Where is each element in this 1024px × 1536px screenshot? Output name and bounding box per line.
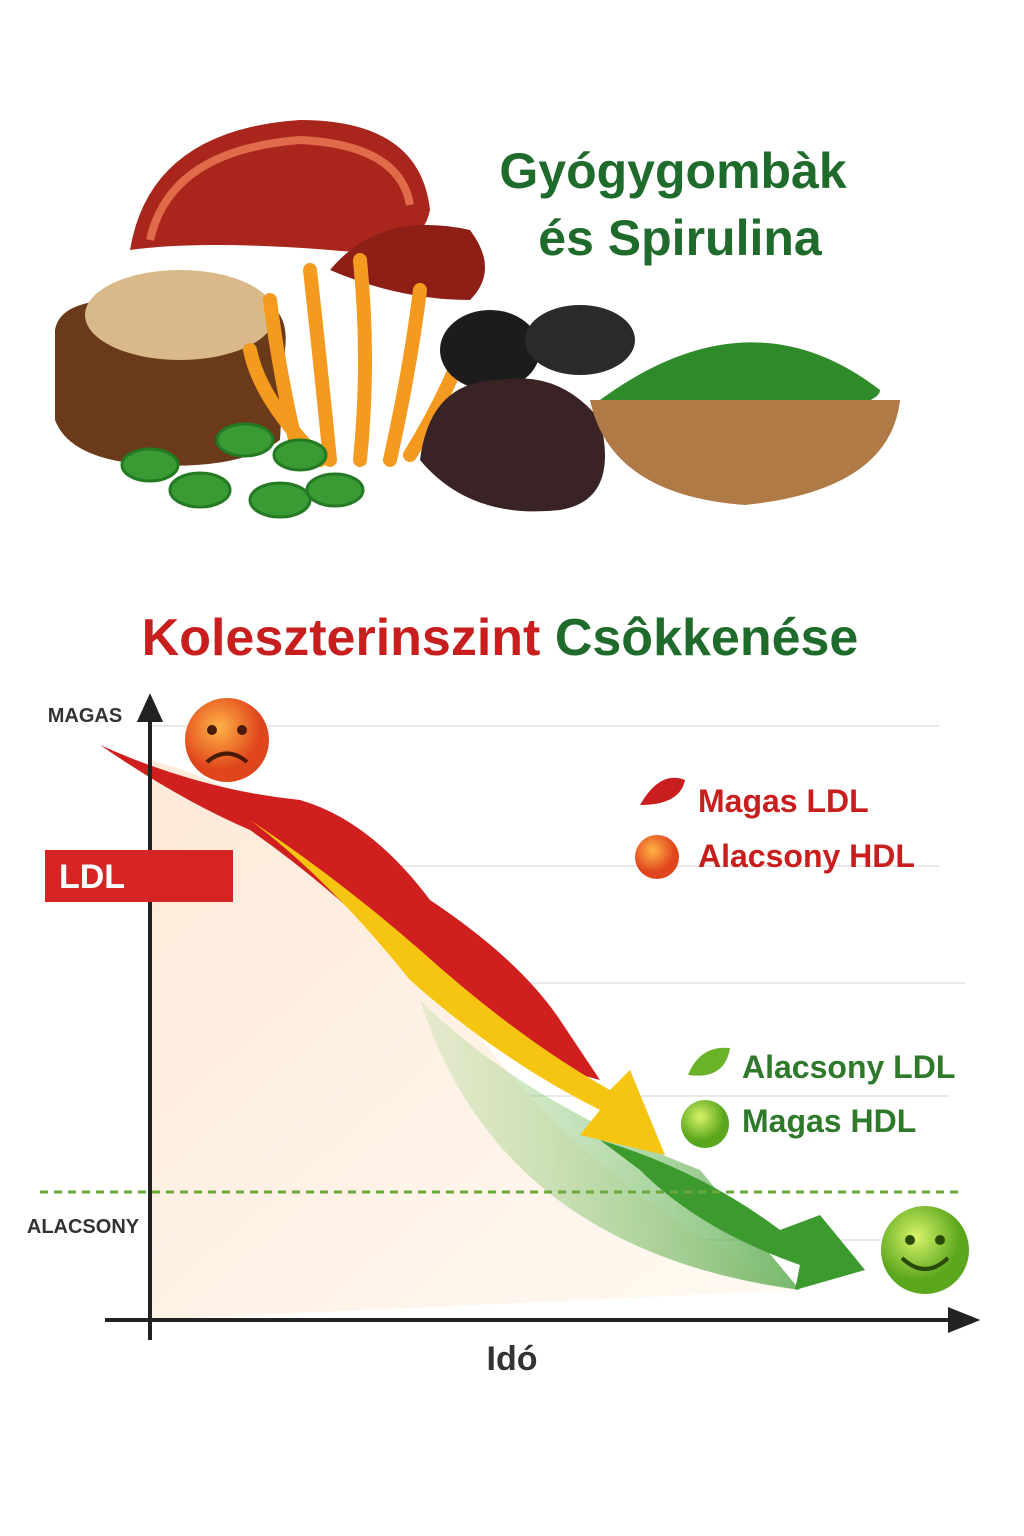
yellow-arrow — [250, 820, 665, 1155]
legend: Magas LDL Alacsony HDL Alacsony LDL Maga… — [635, 777, 955, 1148]
header-title: Gyógygombàk és Spirulina — [499, 143, 860, 266]
area — [150, 760, 800, 1320]
legend-item: Alacsony HDL — [698, 838, 915, 874]
legend-item: Magas LDL — [698, 783, 869, 819]
illustration — [55, 120, 900, 519]
y-top-label: MAGAS — [48, 705, 122, 727]
x-axis-label: Idó — [487, 1340, 538, 1378]
ldl-badge — [45, 850, 233, 902]
axes — [105, 693, 981, 1340]
y-bottom-label: ALACSONY — [27, 1216, 140, 1238]
ldl-badge-text: LDL — [59, 858, 125, 896]
happy-face — [881, 1206, 969, 1294]
legend-item: Magas HDL — [742, 1103, 916, 1139]
ldl-band — [100, 745, 600, 1080]
legend-item: Alacsony LDL — [742, 1049, 955, 1085]
green-arrow — [600, 1140, 865, 1290]
sad-face — [185, 698, 269, 782]
chart-title: Koleszterinszint Csôkkenése — [142, 609, 859, 667]
